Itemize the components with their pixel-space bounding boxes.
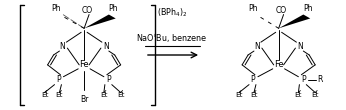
Text: (BPh$_4$)$_2$: (BPh$_4$)$_2$ bbox=[157, 6, 188, 19]
Text: N: N bbox=[298, 42, 303, 51]
Text: Et: Et bbox=[295, 93, 302, 98]
Polygon shape bbox=[84, 15, 116, 28]
Text: Ph: Ph bbox=[52, 4, 61, 13]
Text: Ph: Ph bbox=[248, 4, 258, 13]
Text: Ph: Ph bbox=[303, 4, 313, 13]
Text: Et: Et bbox=[311, 93, 319, 98]
Text: CO: CO bbox=[276, 6, 287, 15]
Text: Fe: Fe bbox=[274, 60, 283, 69]
Text: N: N bbox=[103, 42, 109, 51]
Text: Et: Et bbox=[117, 93, 125, 98]
Text: P: P bbox=[107, 75, 111, 84]
Text: P: P bbox=[301, 75, 306, 84]
Text: R: R bbox=[317, 75, 323, 84]
Text: Et: Et bbox=[56, 93, 63, 98]
Text: Et: Et bbox=[41, 93, 48, 98]
Text: Ph: Ph bbox=[108, 4, 118, 13]
Text: CO: CO bbox=[82, 6, 93, 15]
Text: Et: Et bbox=[235, 93, 243, 98]
Text: Fe: Fe bbox=[79, 60, 89, 69]
Text: NaO$^t$Bu, benzene: NaO$^t$Bu, benzene bbox=[136, 31, 208, 45]
Text: Et: Et bbox=[100, 93, 108, 98]
Text: P: P bbox=[56, 75, 61, 84]
Polygon shape bbox=[279, 15, 310, 28]
Text: N: N bbox=[60, 42, 65, 51]
Text: P: P bbox=[251, 75, 255, 84]
Text: N: N bbox=[254, 42, 260, 51]
Text: Br: Br bbox=[80, 95, 88, 104]
Text: Et: Et bbox=[250, 93, 258, 98]
